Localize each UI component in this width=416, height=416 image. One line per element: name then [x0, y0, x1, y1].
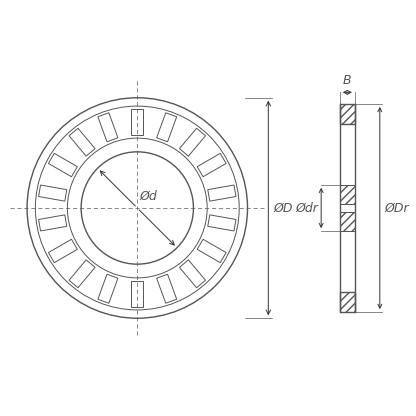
Polygon shape	[39, 185, 67, 201]
Polygon shape	[157, 274, 177, 303]
Polygon shape	[197, 154, 226, 177]
Text: Ød: Ød	[139, 190, 157, 203]
Polygon shape	[131, 280, 143, 307]
Bar	[340, 104, 355, 124]
Polygon shape	[131, 109, 143, 136]
Polygon shape	[179, 128, 206, 156]
Polygon shape	[208, 185, 236, 201]
Bar	[340, 185, 355, 204]
Polygon shape	[98, 274, 118, 303]
Polygon shape	[179, 260, 206, 288]
Polygon shape	[208, 215, 236, 231]
Polygon shape	[197, 239, 226, 262]
Text: B: B	[343, 74, 352, 87]
Polygon shape	[48, 239, 77, 262]
Bar	[340, 104, 355, 124]
Polygon shape	[69, 128, 95, 156]
Polygon shape	[48, 154, 77, 177]
Polygon shape	[39, 215, 67, 231]
Bar	[340, 185, 355, 204]
Text: Ødr: Ødr	[295, 201, 318, 215]
Bar	[340, 212, 355, 231]
Polygon shape	[69, 260, 95, 288]
Text: ØD: ØD	[273, 201, 293, 215]
Bar	[340, 292, 355, 312]
Bar	[340, 212, 355, 231]
Circle shape	[27, 98, 248, 318]
Polygon shape	[157, 113, 177, 142]
Bar	[340, 292, 355, 312]
Circle shape	[81, 152, 193, 264]
Text: ØDr: ØDr	[385, 201, 409, 215]
Polygon shape	[98, 113, 118, 142]
